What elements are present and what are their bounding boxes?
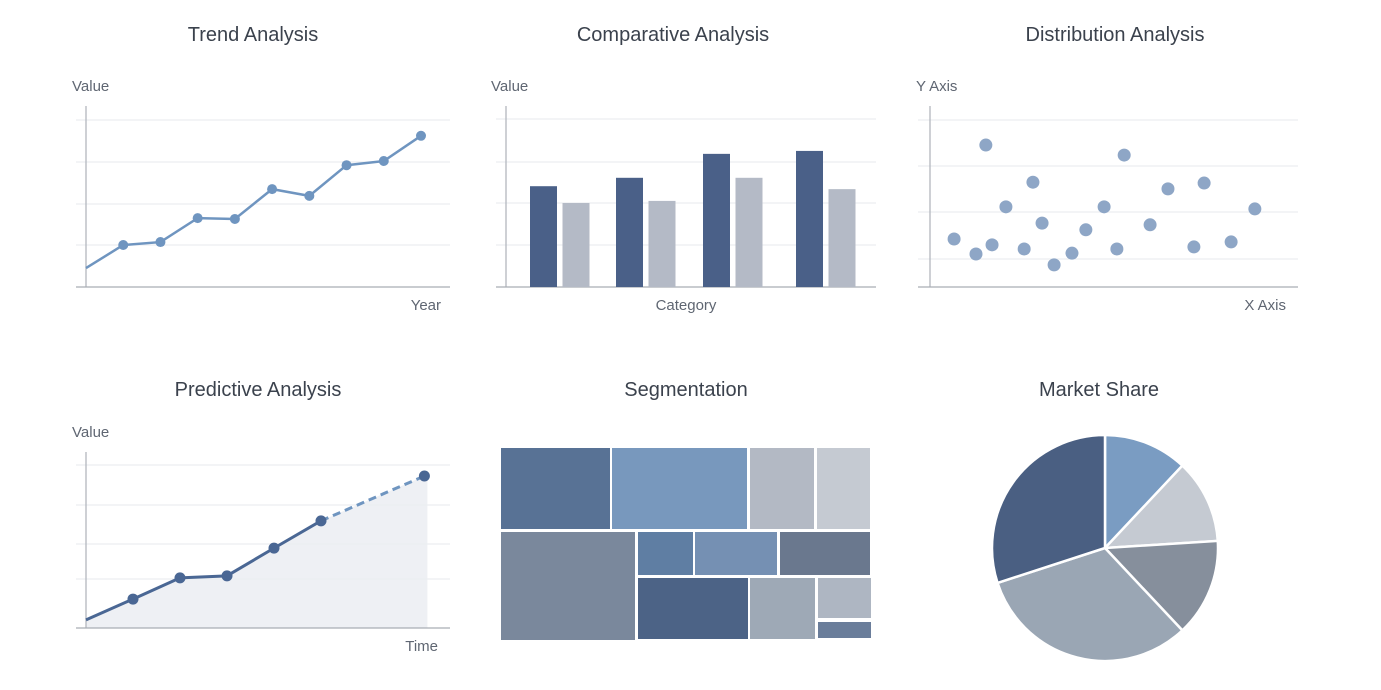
predictive-forecast-line: [320, 474, 425, 523]
treemap-segment: [750, 578, 815, 639]
segmentation-title: Segmentation: [624, 379, 748, 401]
distribution-xlabel: X Axis: [1244, 297, 1286, 314]
bar-light: [828, 189, 856, 287]
pie-slice: [990, 433, 1107, 585]
trend-point: [192, 213, 203, 224]
treemap-segment: [780, 532, 870, 575]
treemap-segment: [638, 578, 748, 639]
trend-point: [341, 160, 352, 171]
market-share-title: Market Share: [1038, 379, 1160, 401]
scatter-point: [999, 200, 1013, 214]
comparative-xlabel: Category: [655, 297, 717, 314]
distribution-ylabel: Y Axis: [916, 78, 958, 95]
trend-xlabel: Year: [410, 297, 441, 314]
bar-light: [735, 177, 763, 287]
predictive-point: [268, 542, 280, 554]
scatter-point: [1143, 218, 1157, 232]
bar-dark: [530, 186, 557, 287]
treemap-segment: [638, 532, 693, 575]
scatter-point: [1079, 223, 1093, 237]
predictive-xlabel: Time: [405, 638, 438, 655]
pie-slice: [1102, 539, 1220, 633]
scatter-point: [1035, 216, 1049, 230]
pie-slice: [1101, 463, 1220, 550]
bar-dark: [703, 153, 730, 287]
pie-slice: [995, 546, 1185, 663]
scatter-point: [1197, 176, 1211, 190]
scatter-point: [985, 238, 999, 252]
predictive-ylabel: Value: [72, 424, 110, 441]
trend-point: [267, 184, 278, 195]
bar-dark: [796, 150, 823, 287]
scatter-point: [1026, 175, 1040, 189]
trend-line: [85, 134, 422, 270]
pie-slice: [1103, 433, 1185, 552]
predictive-forecast-point: [418, 470, 430, 482]
bar-light: [562, 203, 590, 287]
scatter-point: [1110, 242, 1124, 256]
predictive-point: [315, 515, 327, 527]
scatter-point: [1047, 258, 1061, 272]
predictive-actual-line: [85, 519, 322, 622]
predictive-point: [174, 572, 186, 584]
treemap-segment: [501, 448, 610, 529]
treemap-segment: [818, 578, 871, 618]
trend-point: [118, 240, 129, 250]
treemap-segment: [695, 532, 777, 575]
trend-point: [155, 237, 166, 248]
predictive-title: Predictive Analysis: [174, 379, 342, 401]
scatter-point: [1248, 202, 1262, 216]
scatter-point: [969, 247, 983, 261]
trend-ylabel: Value: [72, 78, 110, 95]
trend-point: [229, 213, 240, 224]
treemap-segment: [612, 448, 747, 529]
comparative-ylabel: Value: [491, 78, 529, 95]
trend-point: [416, 130, 426, 141]
scatter-point: [1097, 200, 1111, 214]
scatter-point: [947, 232, 961, 246]
scatter-point: [1224, 235, 1238, 249]
treemap-segment: [817, 448, 870, 529]
trend-point: [378, 156, 389, 166]
scatter-point: [1117, 148, 1131, 162]
predictive-point: [127, 593, 139, 605]
scatter-point: [1065, 246, 1079, 260]
treemap-segment: [818, 622, 871, 638]
treemap-segment: [501, 532, 635, 640]
bar-dark: [616, 177, 643, 287]
comparative-title: Comparative Analysis: [576, 24, 770, 46]
predictive-area: [86, 476, 428, 628]
scatter-point: [1161, 182, 1175, 196]
distribution-title: Distribution Analysis: [1025, 24, 1205, 46]
treemap-segment: [750, 448, 814, 529]
scatter-point: [1187, 240, 1201, 254]
scatter-point: [979, 138, 993, 152]
trend-title: Trend Analysis: [187, 24, 319, 46]
bar-light: [648, 200, 676, 287]
scatter-point: [1017, 242, 1031, 256]
predictive-point: [221, 570, 233, 582]
trend-point: [304, 190, 315, 201]
